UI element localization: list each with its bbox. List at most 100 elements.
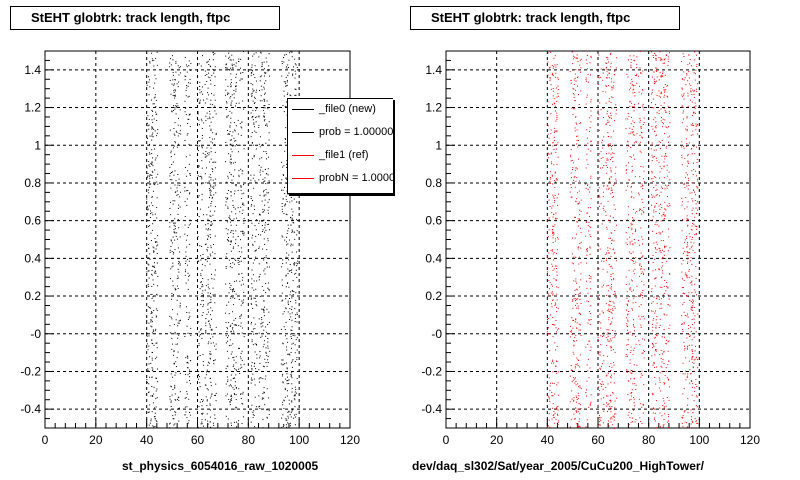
scatter-point [684,315,686,317]
scatter-point [202,55,204,57]
scatter-point [268,103,270,105]
scatter-point [689,382,691,384]
scatter-point [174,184,176,186]
scatter-point [209,357,211,359]
scatter-point [265,125,267,127]
scatter-point [573,344,575,346]
scatter-point [598,390,600,392]
scatter-point [662,75,664,77]
scatter-point [682,252,684,254]
scatter-point [235,280,237,282]
scatter-point [696,185,698,187]
scatter-point [681,164,683,166]
scatter-point [234,86,236,88]
scatter-point [236,144,238,146]
scatter-point [198,145,200,147]
scatter-point [283,95,285,97]
scatter-point [177,268,179,270]
scatter-point [263,107,265,109]
scatter-point [170,268,172,270]
scatter-point [254,351,256,353]
scatter-point [691,125,693,127]
scatter-point [174,170,176,172]
scatter-point [173,418,175,420]
scatter-point [156,347,158,349]
scatter-point [695,266,697,268]
scatter-point [607,404,609,406]
scatter-point [207,343,209,345]
scatter-point [554,180,556,182]
scatter-point [697,178,699,180]
scatter-point [242,233,244,235]
scatter-point [663,212,665,214]
scatter-point [197,426,199,428]
scatter-point [655,58,657,60]
scatter-point [663,383,665,385]
scatter-point [209,190,211,192]
scatter-point [641,370,643,372]
scatter-point [230,240,232,242]
scatter-point [214,110,216,112]
scatter-point [291,408,293,410]
scatter-point [552,237,554,239]
scatter-point [552,205,554,207]
scatter-point [587,142,589,144]
scatter-point [149,135,151,137]
scatter-point [663,254,665,256]
scatter-point [281,235,283,237]
scatter-point [287,257,289,259]
scatter-point [263,112,265,114]
scatter-point [209,116,211,118]
scatter-point [570,156,572,158]
scatter-point [694,79,696,81]
scatter-point [666,287,668,289]
scatter-point [696,209,698,211]
scatter-point [150,418,152,420]
scatter-point [555,212,557,214]
scatter-point [171,55,173,57]
scatter-point [555,365,557,367]
scatter-point [557,423,559,425]
scatter-point [226,198,228,200]
scatter-point [284,186,286,188]
scatter-point [688,333,690,335]
scatter-point [283,407,285,409]
scatter-point [687,162,689,164]
scatter-point [661,122,663,124]
scatter-point [652,157,654,159]
scatter-point [686,277,688,279]
scatter-point [642,295,644,297]
scatter-point [178,74,180,76]
scatter-point [571,334,573,336]
scatter-point [149,253,151,255]
scatter-point [292,195,294,197]
scatter-point [611,406,613,408]
scatter-point [293,417,295,419]
scatter-point [552,95,554,97]
scatter-point [665,111,667,113]
scatter-point [691,386,693,388]
scatter-point [175,71,177,73]
scatter-point [260,166,262,168]
scatter-point [188,275,190,277]
scatter-point [156,241,158,243]
scatter-point [598,294,600,296]
scatter-point [547,133,549,135]
scatter-point [691,237,693,239]
scatter-point [225,321,227,323]
scatter-point [694,106,696,108]
scatter-point [609,405,611,407]
scatter-point [189,369,191,371]
scatter-point [570,82,572,84]
scatter-point [556,197,558,199]
scatter-point [612,196,614,198]
scatter-point [253,280,255,282]
scatter-point [574,294,576,296]
scatter-point [240,134,242,136]
scatter-point [187,318,189,320]
scatter-point [178,399,180,401]
scatter-point [255,256,257,258]
scatter-point [633,142,635,144]
scatter-point [153,183,155,185]
scatter-point [686,426,688,428]
